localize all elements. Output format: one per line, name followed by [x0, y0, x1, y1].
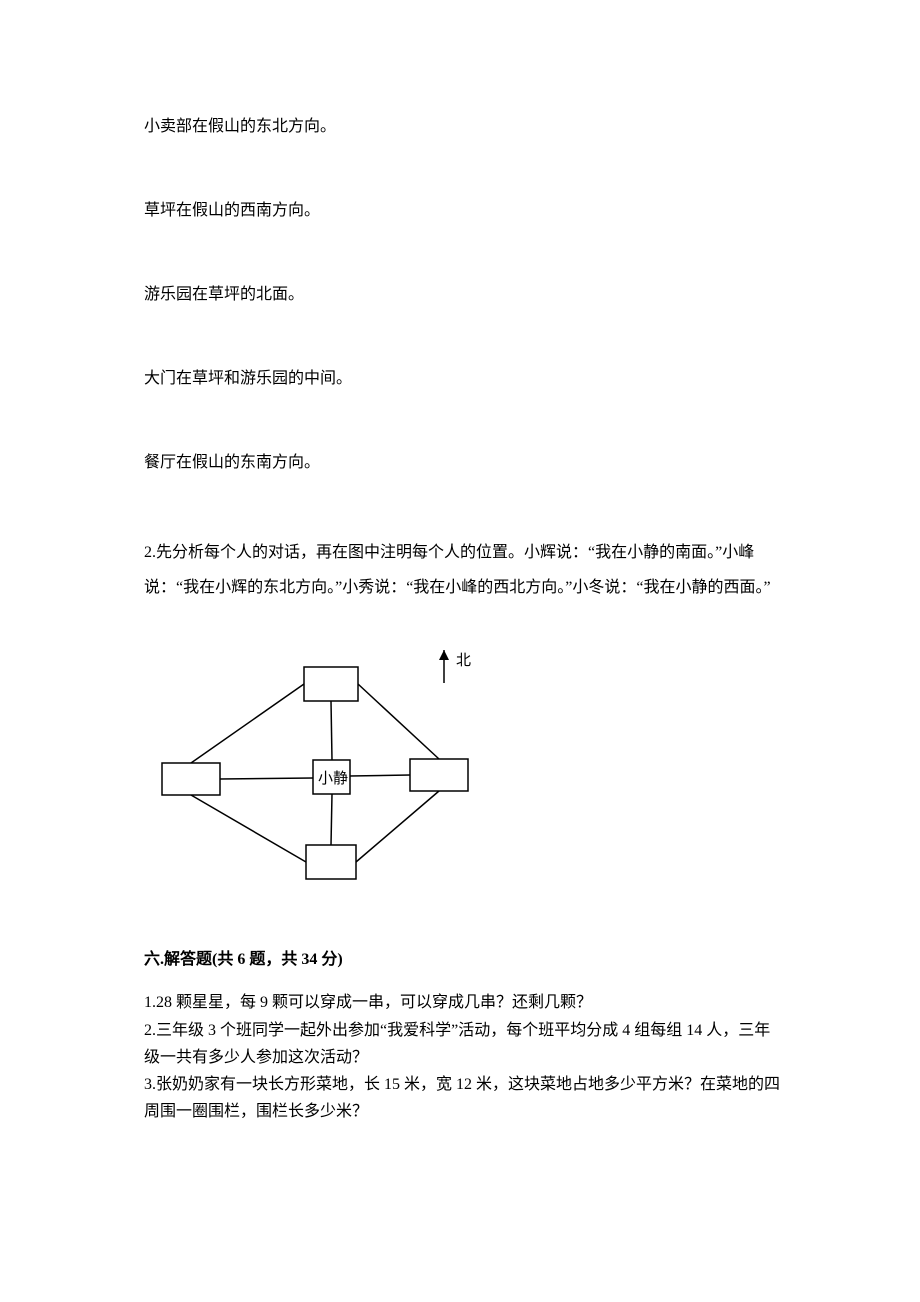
statement-4: 大门在草坪和游乐园的中间。	[144, 367, 780, 391]
svg-text:北: 北	[456, 652, 471, 669]
problem-3: 3.张奶奶家有一块长方形菜地，长 15 米，宽 12 米，这块菜地占地多少平方米…	[144, 1071, 780, 1125]
statement-2: 草坪在假山的西南方向。	[144, 199, 780, 223]
section-6-title: 六.解答题(共 6 题，共 34 分)	[144, 945, 780, 969]
statement-1: 小卖部在假山的东北方向。	[144, 115, 780, 139]
svg-text:小静: 小静	[318, 770, 348, 787]
problem-2: 2.三年级 3 个班同学一起外出参加“我爱科学”活动，每个班平均分成 4 组每组…	[144, 1017, 780, 1071]
diagram-svg: 小静 北	[144, 635, 504, 895]
position-diagram: 小静 北	[144, 635, 780, 900]
question-2-text: 2.先分析每个人的对话，再在图中注明每个人的位置。小辉说：“我在小静的南面。”小…	[144, 535, 780, 605]
problem-1: 1.28 颗星星，每 9 颗可以穿成一串，可以穿成几串？还剩几颗？	[144, 989, 780, 1016]
statement-5: 餐厅在假山的东南方向。	[144, 451, 780, 475]
statement-3: 游乐园在草坪的北面。	[144, 283, 780, 307]
